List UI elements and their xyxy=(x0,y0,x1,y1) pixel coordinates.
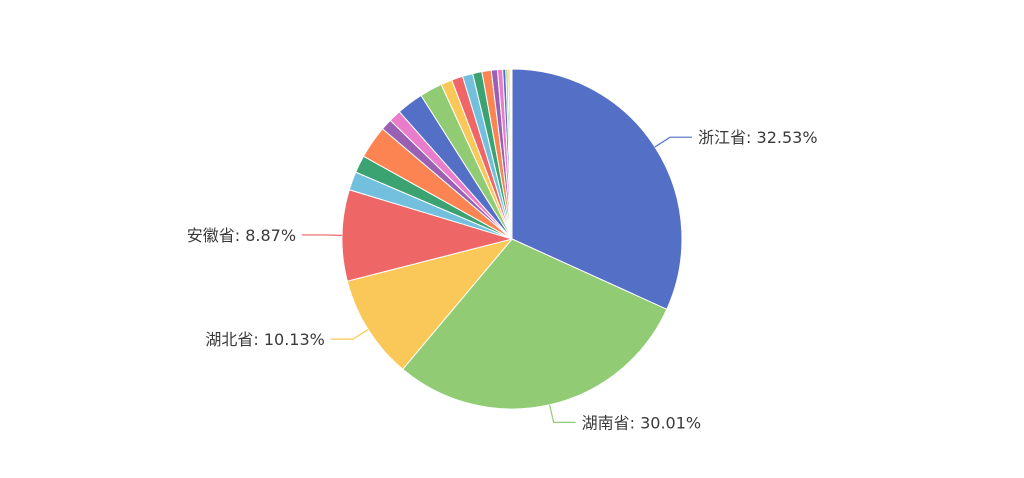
pie-labels: 浙江省: 32.53% 湖南省: 30.01% 湖北省: 10.13% 安徽省: 8.… xyxy=(187,128,818,432)
pie-slice-22[interactable] xyxy=(510,68,513,240)
pie-slice-湖南省[interactable] xyxy=(402,238,668,410)
slice-label-湖北省: 湖北省: 10.13% xyxy=(205,330,325,349)
leader-line-湖北省 xyxy=(330,329,369,340)
slice-label-安徽省: 安徽省: 8.87% xyxy=(187,226,296,245)
leader-line-浙江省 xyxy=(654,136,693,148)
slice-label-湖南省: 湖南省: 30.01% xyxy=(582,413,702,432)
pie-slice-安徽省[interactable] xyxy=(341,189,513,282)
slice-label-浙江省: 浙江省: 32.53% xyxy=(698,128,818,147)
leader-line-湖南省 xyxy=(549,404,576,423)
pie-slices xyxy=(341,68,683,410)
